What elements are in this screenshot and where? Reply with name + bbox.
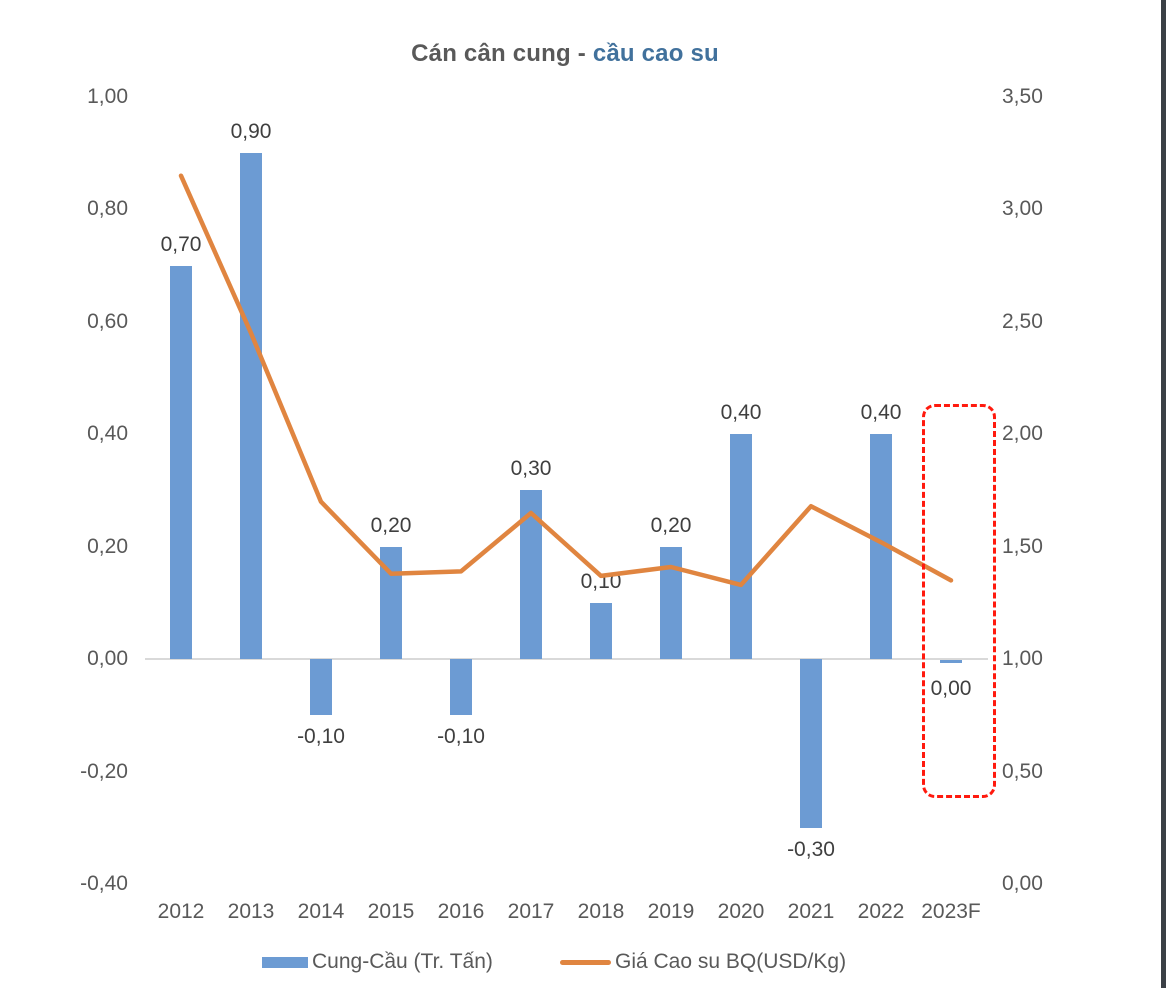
bar-data-label: 0,40 [720, 401, 762, 424]
right-axis-tick-label: 1,50 [1002, 534, 1043, 558]
chart-title-blue: cầu cao su [592, 40, 719, 67]
bar-2014 [310, 659, 332, 715]
x-axis-label-2019: 2019 [647, 900, 695, 923]
bar-data-label: -0,30 [787, 838, 835, 861]
right-axis-tick-label: 3,50 [1002, 85, 1043, 108]
bar-2017 [520, 490, 542, 659]
bar-2012 [170, 266, 192, 659]
bar-data-label: 0,90 [230, 120, 272, 143]
legend-label: Cung-Cầu (Tr. Tấn) [312, 950, 493, 973]
left-axis-tick-label: 1,00 [87, 85, 128, 108]
bar-data-label: 0,00 [930, 677, 972, 700]
bar-data-label: 0,20 [370, 514, 412, 537]
legend-line-swatch-icon [560, 959, 611, 965]
bar-2021 [800, 659, 822, 828]
chart-title-gray: Cán cân cung - [411, 40, 593, 67]
x-axis-label-2017: 2017 [507, 900, 555, 923]
left-axis-tick-label: -0,40 [80, 872, 128, 895]
legend-item-bar: Cung-Cầu (Tr. Tấn) [262, 948, 493, 976]
left-axis-tick-label: -0,20 [80, 759, 128, 783]
forecast-highlight-box [922, 404, 996, 798]
legend-bar-swatch-icon [262, 956, 308, 968]
x-axis-label-2023F: 2023F [921, 900, 981, 923]
bar-2016 [450, 659, 472, 715]
legend-item-line: Giá Cao su BQ(USD/Kg) [560, 948, 846, 976]
x-axis-label-2022: 2022 [857, 900, 905, 923]
left-axis-tick-label: 0,40 [87, 422, 128, 446]
price-line [178, 173, 954, 588]
bar-2015 [380, 547, 402, 659]
right-axis-tick-label: 2,50 [1002, 309, 1043, 333]
chart-title: Cán cân cung - cầu cao su [0, 40, 1130, 68]
bar-2019 [660, 547, 682, 659]
bar-data-label: -0,10 [437, 725, 485, 748]
right-axis-tick-label: 1,00 [1002, 647, 1043, 671]
x-axis-label-2018: 2018 [577, 900, 625, 923]
left-axis-tick-label: 0,60 [87, 309, 128, 333]
right-axis-tick-label: 0,00 [1002, 872, 1043, 895]
x-axis-label-2015: 2015 [367, 900, 415, 923]
left-axis-tick-label: 0,00 [87, 647, 128, 671]
x-axis-label-2016: 2016 [437, 900, 485, 923]
bar-data-label: 0,70 [160, 233, 202, 256]
bar-data-label: 0,30 [510, 457, 552, 480]
bar-data-label: 0,10 [580, 570, 622, 593]
bar-data-label: 0,40 [860, 401, 902, 424]
bar-2020 [730, 434, 752, 659]
right-edge-bar [1161, 0, 1166, 988]
zero-axis-line [145, 658, 988, 660]
bar-data-label: 0,20 [650, 514, 692, 537]
bar-2018 [590, 603, 612, 659]
x-axis-label-2020: 2020 [717, 900, 765, 923]
x-axis-label-2012: 2012 [157, 900, 205, 923]
right-axis-tick-label: 0,50 [1002, 759, 1043, 783]
x-axis-label-2013: 2013 [227, 900, 275, 923]
right-axis-tick-label: 2,00 [1002, 422, 1043, 446]
left-axis-tick-label: 0,20 [87, 534, 128, 558]
x-axis-label-2014: 2014 [297, 900, 345, 923]
left-axis-tick-label: 0,80 [87, 197, 128, 221]
bar-2013 [240, 153, 262, 659]
bar-2023F [940, 660, 962, 663]
bar-2022 [870, 434, 892, 659]
x-axis-label-2021: 2021 [787, 900, 835, 923]
bar-data-label: -0,10 [297, 725, 345, 748]
legend-label: Giá Cao su BQ(USD/Kg) [615, 950, 847, 973]
right-axis-tick-label: 3,00 [1002, 197, 1043, 221]
